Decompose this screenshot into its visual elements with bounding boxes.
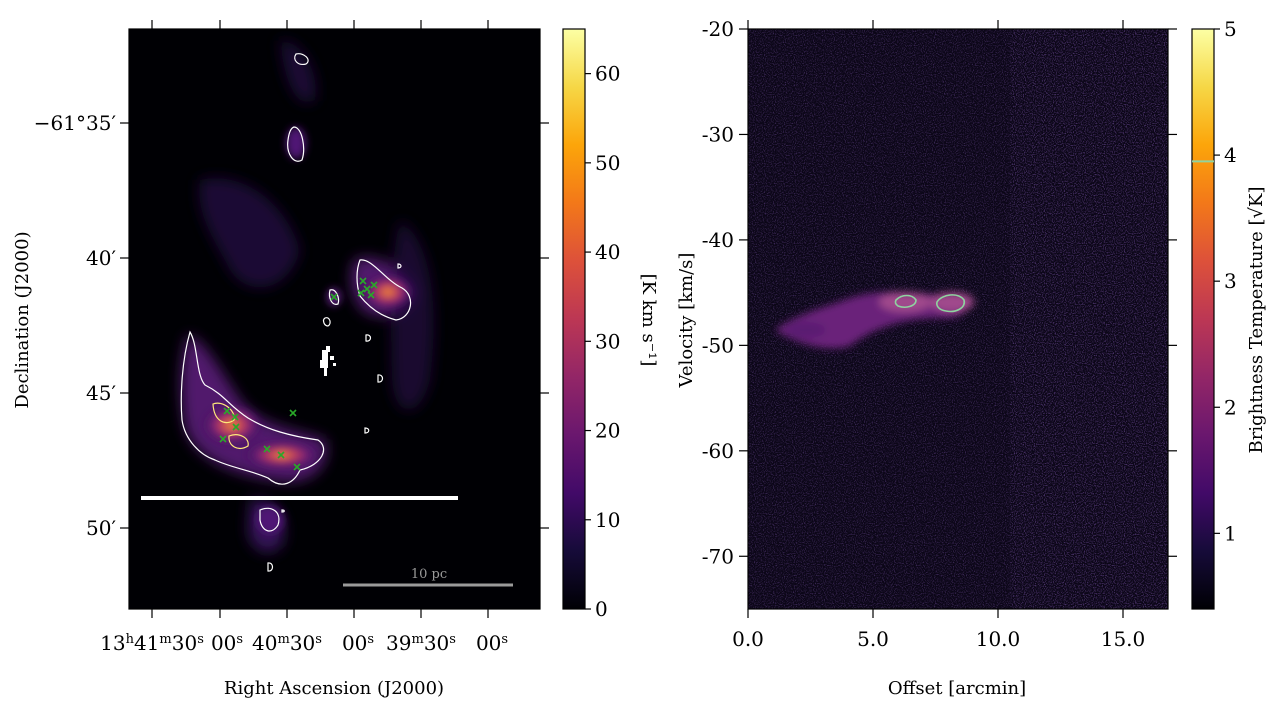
pv-diagram-panel: 0.0 5.0 10.0 15.0 -20 -30 -40 -50 -60 -70 Offset… — [676, 17, 1267, 699]
moment-map-colorbar: 0 10 20 30 40 50 60 [K km s⁻¹] — [562, 28, 659, 621]
moment-map-colorbar-label: [K km s⁻¹] — [638, 274, 659, 367]
colorbar-tick-label: 20 — [595, 419, 620, 443]
moment-map-image — [129, 29, 540, 609]
colorbar-tick-label: 40 — [595, 240, 620, 264]
pv-y-tick-label: -20 — [702, 17, 734, 41]
colorbar-tick-label: 4 — [1224, 143, 1237, 167]
pv-x-axis-label: Offset [arcmin] — [888, 678, 1026, 699]
pv-colorbar-gradient — [1191, 28, 1215, 610]
source-marker — [219, 435, 227, 443]
pv-x-tick-label: 10.0 — [976, 627, 1021, 651]
pv-colorbar-label: Brightness Temperature [√K] — [1246, 187, 1267, 454]
dec-tick-labels: −61°35′ 40′ 45′ 50′ — [34, 111, 117, 540]
pv-emission — [775, 291, 974, 349]
dec-tick-label: 50′ — [86, 516, 116, 540]
ra-tick-label: 00s — [342, 631, 374, 655]
colorbar-tick-label: 0 — [595, 597, 608, 621]
source-marker — [363, 285, 371, 293]
colorbar-tick-label: 5 — [1224, 17, 1237, 41]
colorbar-tick-label: 60 — [595, 62, 620, 86]
colorbar-tick-label: 3 — [1224, 269, 1237, 293]
pv-y-tick-label: -50 — [702, 333, 734, 357]
pv-y-axis-label: Velocity [km/s] — [676, 253, 697, 389]
ra-tick-label: 40m30s — [252, 631, 322, 655]
ra-ticks — [151, 20, 489, 618]
ra-tick-labels: 13h41m30s 00s 40m30s 00s 39m30s 00s — [100, 631, 508, 655]
source-marker — [359, 277, 367, 285]
pv-y-tick-label: -70 — [702, 544, 734, 568]
emission-structure — [180, 40, 434, 572]
colorbar-tick-label: 2 — [1224, 395, 1237, 419]
pv-x-tick-label: 0.0 — [732, 627, 764, 651]
ra-axis-label: Right Ascension (J2000) — [224, 678, 444, 699]
dec-ticks — [120, 122, 549, 529]
pv-contours — [894, 294, 966, 313]
ra-tick-label: 00s — [476, 631, 508, 655]
source-marker — [232, 423, 240, 431]
pv-colorbar: 1 2 3 4 5 Brightness Temperature [√K] — [1191, 17, 1267, 610]
artifact-pixels — [320, 346, 336, 376]
source-markers — [219, 277, 378, 471]
moment-map-contours — [180, 53, 412, 572]
ra-tick-label: 00s — [211, 631, 243, 655]
source-marker — [223, 407, 231, 415]
pv-y-tick-label: -30 — [702, 122, 734, 146]
source-marker — [293, 463, 301, 471]
pv-y-tick-label: -60 — [702, 439, 734, 463]
dec-tick-label: −61°35′ — [34, 111, 117, 135]
source-marker — [357, 289, 365, 297]
source-marker — [370, 281, 378, 289]
pv-x-tick-label: 15.0 — [1101, 627, 1146, 651]
ra-tick-label: 39m30s — [386, 631, 456, 655]
source-marker — [330, 293, 338, 301]
dec-tick-label: 45′ — [86, 381, 116, 405]
dec-axis-label: Declination (J2000) — [12, 231, 33, 408]
colorbar-tick-label: 30 — [595, 329, 620, 353]
source-marker — [263, 445, 271, 453]
dec-tick-label: 40′ — [86, 246, 116, 270]
pv-x-tick-label: 5.0 — [857, 627, 889, 651]
pv-y-tick-label: -40 — [702, 228, 734, 252]
moment-map-panel: 10 pc 13h41m30s 00s 40m30s 00s 39m30s 00… — [12, 20, 659, 699]
colorbar-tick-label: 50 — [595, 151, 620, 175]
colorbar-tick-label: 1 — [1224, 521, 1237, 545]
source-marker — [277, 451, 285, 459]
colorbar-tick-label: 10 — [595, 508, 620, 532]
scale-bar-label: 10 pc — [411, 567, 447, 582]
source-marker — [289, 409, 297, 417]
source-marker — [231, 413, 239, 421]
source-marker — [367, 291, 375, 299]
moment-map-colorbar-gradient — [562, 28, 586, 610]
ra-tick-label: 13h41m30s — [100, 631, 204, 655]
